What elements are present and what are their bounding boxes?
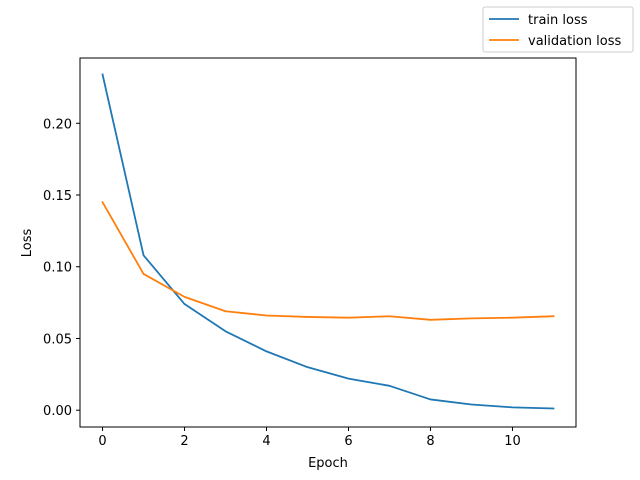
y-axis-ticks: 0.00 0.05 0.10 0.15 0.20 bbox=[43, 117, 80, 419]
series-line-validation-loss bbox=[101, 200, 555, 321]
y-tick-label: 0.20 bbox=[43, 117, 72, 132]
x-tick-label: 2 bbox=[180, 434, 188, 449]
legend-label-validation-loss: validation loss bbox=[528, 34, 621, 49]
axes-frame bbox=[79, 57, 577, 428]
series-layer bbox=[101, 73, 555, 410]
y-axis-label: Loss bbox=[20, 229, 35, 258]
series-line-train-loss bbox=[101, 73, 555, 410]
x-axis-label: Epoch bbox=[308, 456, 348, 471]
x-tick-label: 0 bbox=[98, 434, 106, 449]
legend-box bbox=[482, 6, 634, 53]
x-tick-label: 8 bbox=[426, 434, 434, 449]
x-axis-ticks: 0 2 4 6 8 10 bbox=[98, 427, 521, 449]
y-tick-label: 0.10 bbox=[43, 261, 72, 276]
legend-label-train-loss: train loss bbox=[528, 13, 588, 28]
legend: train loss validation loss bbox=[482, 6, 634, 53]
y-tick-label: 0.15 bbox=[43, 189, 72, 204]
plot-area bbox=[79, 57, 577, 428]
y-tick-label: 0.00 bbox=[43, 404, 72, 419]
x-tick-label: 10 bbox=[504, 434, 521, 449]
x-tick-label: 4 bbox=[262, 434, 270, 449]
y-tick-label: 0.05 bbox=[43, 332, 72, 347]
x-tick-label: 6 bbox=[344, 434, 352, 449]
